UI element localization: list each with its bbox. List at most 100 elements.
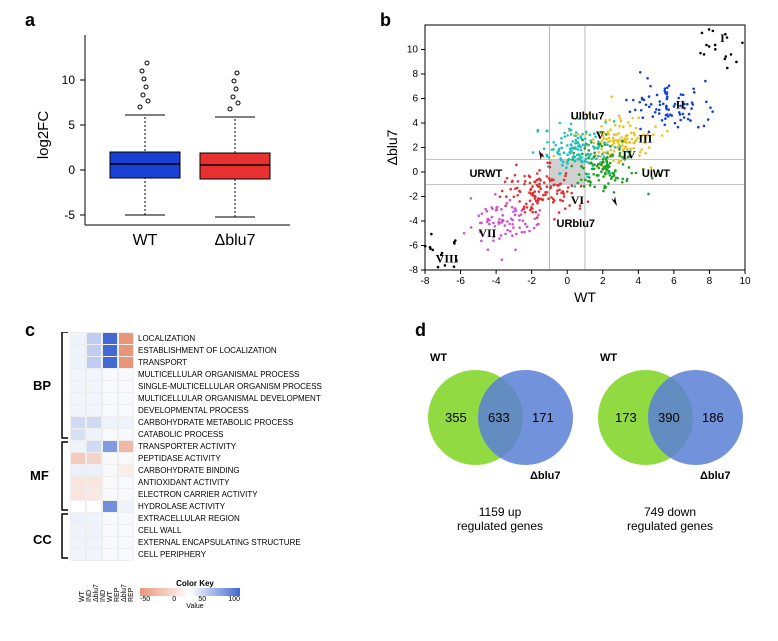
- heatmap-row-label: TRANSPORT: [138, 358, 187, 367]
- venn-count-intersect: 390: [658, 410, 680, 425]
- heatmap-row: CELL WALL: [70, 524, 390, 536]
- heatmap-row-label: HYDROLASE ACTIVITY: [138, 502, 225, 511]
- ck-tick: -50: [140, 596, 150, 603]
- boxplot-ylabel: log2FC: [35, 111, 52, 160]
- heatmap-row: CELL PERIPHERY: [70, 548, 390, 560]
- venn-panel: WTΔblu73556331711159 upregulated genesWT…: [420, 350, 760, 610]
- heatmap-col-label: WT IND: [79, 590, 93, 602]
- box-dblu7: [200, 71, 270, 217]
- scatter-panel: -8-6-4-20246810-8-6-4-20246810WTΔblu7III…: [385, 15, 755, 305]
- boxplot-svg: -5 0 5 10 WT Δblu7: [30, 15, 310, 265]
- venn-caption: 1159 upregulated genes: [420, 505, 580, 533]
- svg-text:2: 2: [412, 143, 418, 154]
- svg-text:-6: -6: [456, 276, 465, 287]
- svg-text:10: 10: [739, 276, 751, 287]
- svg-text:4: 4: [412, 118, 418, 129]
- svg-text:4: 4: [636, 276, 642, 287]
- svg-text:8: 8: [707, 276, 713, 287]
- svg-text:2: 2: [600, 276, 606, 287]
- svg-text:8: 8: [412, 69, 418, 80]
- heatmap-col-label: Δblu7 REP: [121, 584, 135, 602]
- panel-d-label: d: [415, 320, 426, 341]
- heatmap-row: TRANSPORTER ACTIVITY: [70, 440, 390, 452]
- heatmap-col-label: Δblu7 IND: [93, 584, 107, 602]
- ck-tick: 100: [228, 596, 240, 603]
- svg-text:II: II: [676, 97, 686, 111]
- heatmap-row-label: ELECTRON CARRIER ACTIVITY: [138, 490, 258, 499]
- heatmap-row-label: ANTIOXIDANT ACTIVITY: [138, 478, 229, 487]
- heatmap-row-label: PEPTIDASE ACTIVITY: [138, 454, 221, 463]
- heatmap-row: EXTRACELLULAR REGION: [70, 512, 390, 524]
- svg-text:Δblu7: Δblu7: [385, 129, 400, 165]
- group-mf: MF: [30, 468, 49, 483]
- svg-text:-5: -5: [64, 208, 75, 222]
- svg-text:0: 0: [564, 276, 570, 287]
- svg-text:URWT: URWT: [469, 168, 502, 180]
- heatmap-row: SINGLE-MULTICELLULAR ORGANISM PROCESS: [70, 380, 390, 392]
- svg-text:III: III: [638, 132, 652, 146]
- svg-text:WT: WT: [574, 289, 596, 305]
- heatmap-row-label: CELL WALL: [138, 526, 181, 535]
- heatmap-row-label: EXTERNAL ENCAPSULATING STRUCTURE: [138, 538, 301, 547]
- svg-text:5: 5: [68, 118, 75, 132]
- svg-text:0: 0: [412, 167, 418, 178]
- svg-text:URblu7: URblu7: [557, 218, 596, 230]
- heatmap-row-label: CARBOHYDRATE METABOLIC PROCESS: [138, 418, 293, 427]
- gradient-bar: [140, 588, 240, 596]
- heatmap-row-label: MULTICELLULAR ORGANISMAL DEVELOPMENT: [138, 394, 321, 403]
- group-bp: BP: [33, 378, 51, 393]
- color-key: Color Key -50 0 50 100 Value: [140, 579, 250, 610]
- ck-tick: 50: [198, 596, 206, 603]
- svg-text:VIII: VIII: [436, 252, 459, 266]
- svg-text:-2: -2: [409, 192, 418, 203]
- svg-text:0: 0: [68, 163, 75, 177]
- heatmap-row: TRANSPORT: [70, 356, 390, 368]
- xlabel-wt: WT: [133, 232, 158, 249]
- heatmap-col-label: WT REP: [107, 588, 121, 602]
- venn-label-a: WT: [600, 352, 617, 364]
- svg-text:6: 6: [671, 276, 677, 287]
- svg-text:-4: -4: [492, 276, 501, 287]
- svg-text:VI: VI: [571, 193, 585, 207]
- heatmap-row-label: ESTABLISHMENT OF LOCALIZATION: [138, 346, 277, 355]
- svg-text:UIblu7: UIblu7: [571, 110, 605, 122]
- heatmap-row: ESTABLISHMENT OF LOCALIZATION: [70, 344, 390, 356]
- heatmap-cell: [102, 548, 118, 561]
- heatmap-row-label: MULTICELLULAR ORGANISMAL PROCESS: [138, 370, 299, 379]
- color-key-axis: Value: [140, 603, 250, 610]
- heatmap-row-label: DEVELOPMENTAL PROCESS: [138, 406, 249, 415]
- heatmap-row: PEPTIDASE ACTIVITY: [70, 452, 390, 464]
- svg-text:IV: IV: [622, 148, 636, 162]
- heatmap-row: LOCALIZATION: [70, 332, 390, 344]
- heatmap-row: MULTICELLULAR ORGANISMAL DEVELOPMENT: [70, 392, 390, 404]
- venn-count-b: 186: [702, 410, 724, 425]
- heatmap-row: CARBOHYDRATE BINDING: [70, 464, 390, 476]
- venn-label-a: WT: [430, 352, 447, 364]
- heatmap-row: MULTICELLULAR ORGANISMAL PROCESS: [70, 368, 390, 380]
- svg-text:V: V: [596, 128, 605, 142]
- svg-text:-8: -8: [409, 265, 418, 276]
- heatmap-row: ELECTRON CARRIER ACTIVITY: [70, 488, 390, 500]
- group-cc: CC: [33, 532, 52, 547]
- heatmap-panel: LOCALIZATION ESTABLISHMENT OF LOCALIZATIO…: [30, 320, 390, 610]
- scatter-svg: -8-6-4-20246810-8-6-4-20246810WTΔblu7III…: [385, 15, 755, 305]
- heatmap-row-label: LOCALIZATION: [138, 334, 195, 343]
- venn-diagram: WTΔblu73556331711159 upregulated genes: [420, 350, 580, 533]
- heatmap-row-label: CATABOLIC PROCESS: [138, 430, 224, 439]
- svg-text:I: I: [720, 31, 725, 45]
- y-ticks: -5 0 5 10: [62, 73, 85, 222]
- ck-tick: 0: [172, 596, 176, 603]
- svg-text:UIWT: UIWT: [642, 168, 670, 180]
- svg-text:10: 10: [407, 45, 419, 56]
- venn-caption: 749 downregulated genes: [590, 505, 750, 533]
- svg-text:6: 6: [412, 94, 418, 105]
- svg-text:-4: -4: [409, 216, 418, 227]
- svg-text:-6: -6: [409, 241, 418, 252]
- venn-count-a: 355: [445, 410, 467, 425]
- group-brackets: [58, 332, 73, 562]
- heatmap-row-label: CELL PERIPHERY: [138, 550, 206, 559]
- heatmap-row: EXTERNAL ENCAPSULATING STRUCTURE: [70, 536, 390, 548]
- xlabel-dblu7: Δblu7: [215, 232, 256, 249]
- heatmap-row-label: TRANSPORTER ACTIVITY: [138, 442, 236, 451]
- heatmap-row: DEVELOPMENTAL PROCESS: [70, 404, 390, 416]
